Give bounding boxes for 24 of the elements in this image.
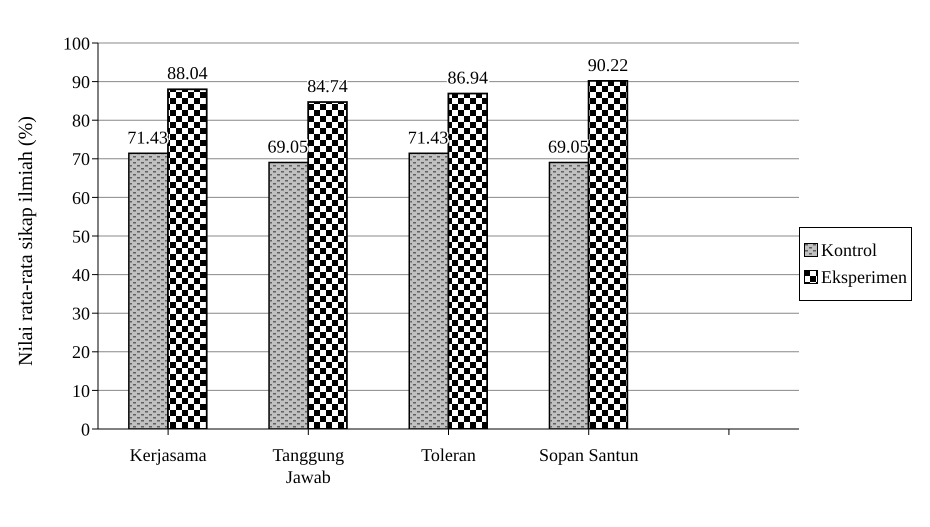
data-label: 69.05 [268,136,308,156]
data-label: 86.94 [448,67,488,88]
y-tick-label: 80 [72,110,90,131]
data-label: 90.22 [588,54,628,75]
x-tick-label: Sopan Santun [538,445,638,465]
legend-label: Eksperimen [821,266,907,288]
y-tick-label: 60 [72,188,90,208]
y-axis-title: Nilai rata-rata sikap ilmiah (%) [15,116,38,366]
y-tick-label: 90 [72,72,90,92]
y-tick-label: 100 [63,33,90,54]
y-tick-label: 0 [81,419,90,440]
y-tick-label: 70 [72,149,90,170]
data-label: 84.74 [307,76,348,96]
x-tick-label: Tanggung Jawab [272,445,344,487]
legend-label: Kontrol [821,240,878,260]
y-tick-label: 30 [72,304,90,324]
y-tick-label: 10 [72,380,90,401]
y-tick-label: 40 [72,264,90,285]
x-tick-label: Kerjasama [130,445,207,465]
data-label: 71.43 [408,127,448,148]
x-tick-label: Toleran [421,445,476,465]
data-label: 88.04 [167,63,208,84]
y-tick-label: 20 [72,342,90,362]
y-tick-label: 50 [72,226,90,246]
